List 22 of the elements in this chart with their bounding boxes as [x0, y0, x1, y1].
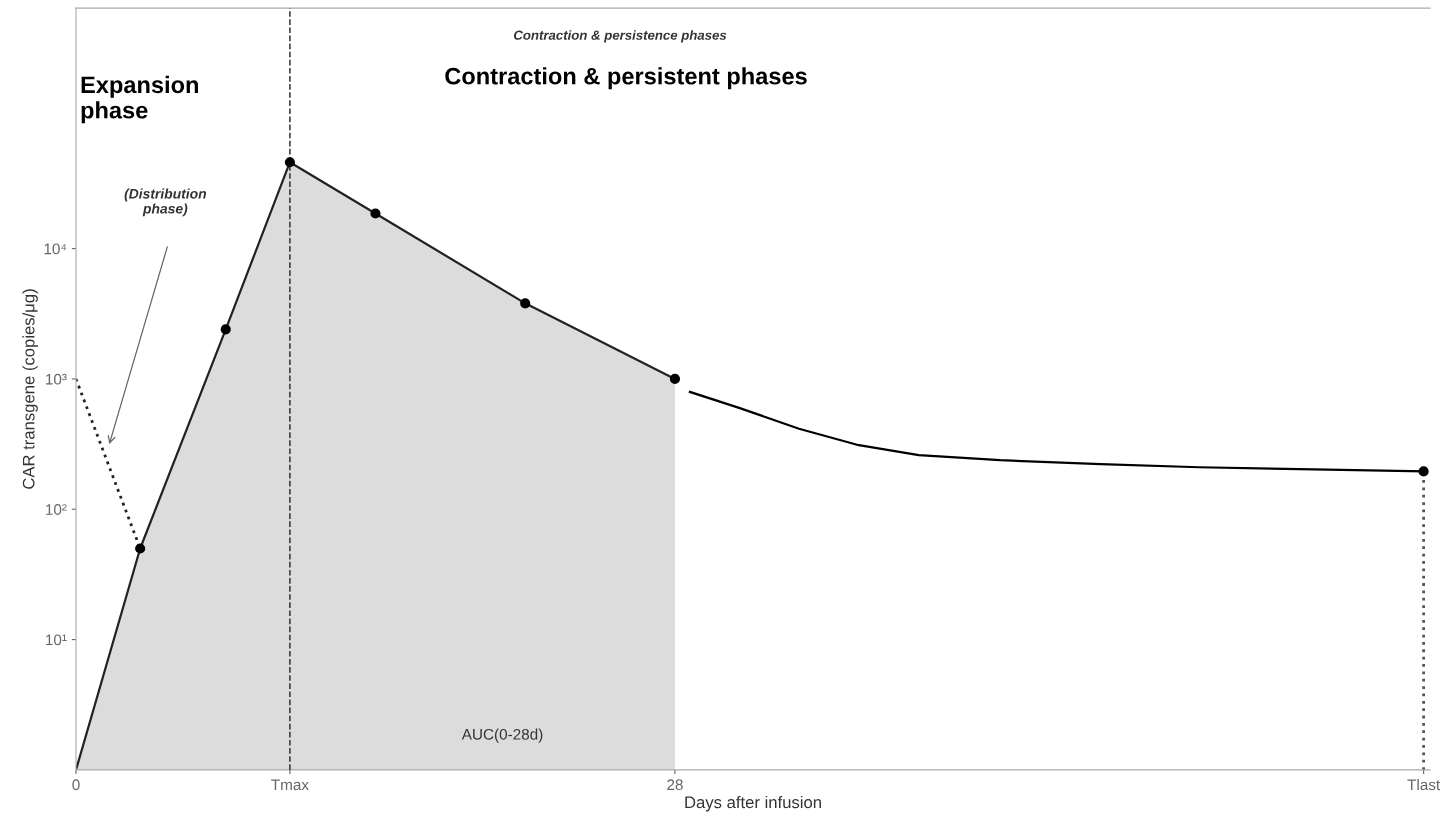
y-axis-title: CAR transgene (copies/μg)	[22, 289, 38, 489]
point	[669, 373, 681, 385]
annotation: Contraction & persistence phases	[513, 30, 727, 43]
x-axis-title: Days after infusion	[685, 795, 821, 812]
point	[284, 157, 295, 168]
y-tick-label: 10³	[46, 373, 67, 385]
point	[1418, 466, 1429, 477]
x-tick-label: Tlast	[1407, 778, 1441, 791]
annotation: Expansion phase	[81, 75, 198, 124]
annotation: AUC(0-28d)	[461, 728, 543, 743]
point	[135, 543, 146, 554]
x-tick-label: Tmax	[271, 779, 309, 791]
y-tick-label: 10⁴	[44, 243, 67, 255]
y-tick-label: 10¹	[46, 634, 67, 646]
point	[520, 298, 531, 309]
y-tick-label: 10²	[46, 504, 67, 515]
point	[370, 208, 381, 219]
annotation: (Distribution phase)	[124, 188, 207, 217]
x-tick-label: 28	[667, 779, 683, 791]
point	[220, 324, 231, 335]
x-tick-label: 0	[72, 779, 80, 791]
annotation: Contraction & persistent phases	[445, 67, 807, 90]
